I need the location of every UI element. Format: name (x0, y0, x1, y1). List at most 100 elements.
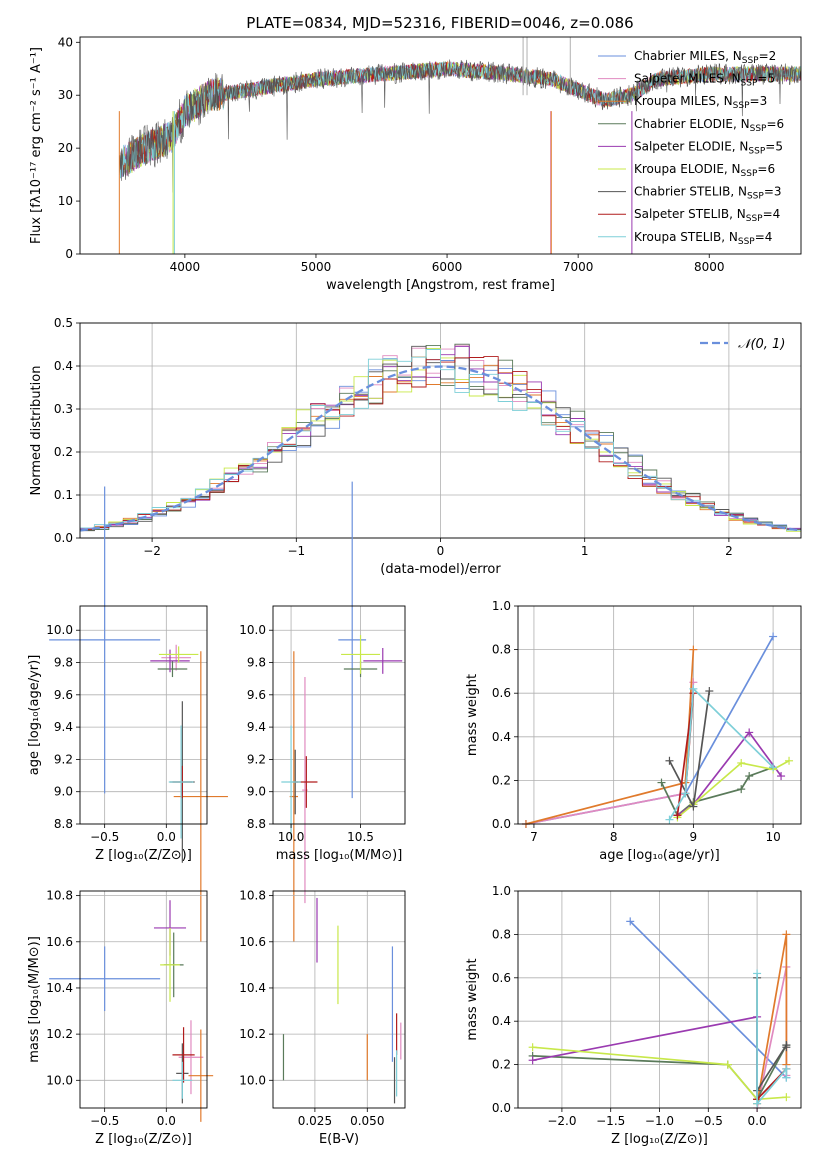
y-tick-label: 1.0 (492, 884, 511, 898)
legend-label-value: =4 (763, 207, 781, 221)
y-tick-label: 0.1 (54, 488, 73, 502)
y-tick-label: 10 (58, 194, 73, 208)
x-tick-label: 7 (530, 830, 538, 844)
y-tick-label: 0.2 (492, 1058, 511, 1072)
legend-label: Chabrier ELODIE, NSSP=6 (634, 117, 784, 134)
y-tick-label: 0.5 (54, 316, 73, 330)
plot-area (528, 917, 791, 1112)
legend-label-subscript: SSP (741, 79, 758, 89)
legend-label-text: Kroupa MILES, N (634, 94, 733, 108)
y-tick-label: 1.0 (492, 599, 511, 613)
y-tick-label: 0 (65, 247, 73, 261)
y-tick-label: 9.2 (247, 752, 266, 766)
x-tick-label: 1 (581, 544, 589, 558)
axes-frame (79, 890, 208, 1109)
y-tick-label: 9.4 (247, 720, 266, 734)
axes-frame (272, 605, 406, 825)
legend-label-value: =2 (759, 49, 777, 63)
axes-frame (79, 322, 802, 539)
legend-label: Kroupa MILES, NSSP=3 (634, 94, 767, 111)
legend-label-text: Chabrier STELIB, N (634, 185, 747, 199)
x-axis-label: age [log₁₀(age/yr)] (599, 848, 720, 863)
legend-label-subscript: SSP (738, 237, 755, 247)
x-axis-label: Z [log₁₀(Z/Z⊙)] (95, 1132, 192, 1147)
mass-weight-line-0 (629, 920, 788, 1079)
mass-weight-line-4 (676, 730, 782, 817)
plot-area (49, 900, 214, 1122)
legend-label-text: Kroupa STELIB, N (634, 230, 738, 244)
y-axis-label: age [log₁₀(age/yr)] (27, 655, 42, 776)
panel-0: 4000 5000 6000 7000 8000 0 10 20 30 40 wavelength … (29, 35, 802, 293)
y-tick-label: 10.0 (239, 623, 266, 637)
histogram-step-8 (80, 349, 801, 531)
y-tick-label: 0.0 (54, 531, 73, 545)
legend-label-subscript: SSP (748, 146, 765, 156)
plot-area (282, 897, 402, 1104)
legend-label-subscript: SSP (742, 56, 759, 66)
plot-area (118, 37, 801, 254)
y-tick-label: 8.8 (247, 817, 266, 831)
x-tick-label: 0.025 (298, 1114, 332, 1128)
mass-weight-line-8 (668, 686, 774, 821)
y-tick-label: 0.4 (54, 359, 73, 373)
panel-4: 7 8 9 10 0.0 0.2 0.4 0.6 0.8 1.0 age [log₁₀(age/yr… (465, 599, 802, 863)
legend-label-text: Salpeter ELODIE, N (634, 139, 748, 153)
legend-label-subscript: SSP (750, 124, 767, 134)
legend-label: Salpeter STELIB, NSSP=4 (634, 207, 780, 224)
x-tick-label: 2 (725, 544, 733, 558)
legend-label-value: =5 (757, 72, 775, 86)
legend-label-subscript: SSP (747, 192, 764, 202)
y-tick-label: 9.6 (247, 688, 266, 702)
mass-weight-line-8 (756, 973, 788, 1107)
x-tick-label: 0.050 (350, 1114, 384, 1128)
y-tick-label: 10.0 (46, 623, 73, 637)
legend-label-subscript: SSP (741, 169, 758, 179)
y-tick-label: 10.0 (46, 1073, 73, 1087)
legend-label-value: =6 (766, 117, 784, 131)
x-axis-label: Z [log₁₀(Z/Z⊙)] (611, 1132, 708, 1147)
panel-3: 10.0 10.5 8.8 9.0 9.2 9.4 9.6 9.8 10.0 mass [log₁… (239, 481, 406, 942)
y-axis-label: mass weight (465, 958, 480, 1040)
y-tick-label: 9.8 (54, 656, 73, 670)
legend-label-value: =4 (755, 230, 773, 244)
x-tick-label: −2 (143, 544, 161, 558)
y-tick-label: 40 (58, 35, 73, 49)
y-tick-label: 9.0 (247, 785, 266, 799)
axes-frame (517, 605, 802, 825)
x-tick-label: 0.0 (157, 1114, 176, 1128)
y-axis-label: mass [log₁₀(M/M⊙)] (27, 936, 42, 1063)
panel-1: −2 −1 0 1 2 0.0 0.1 0.2 0.3 0.4 0.5 (data-model)/er… (29, 316, 802, 577)
y-tick-label: 10.6 (46, 935, 73, 949)
y-tick-label: 10.4 (239, 981, 266, 995)
legend-label-value: =6 (757, 162, 775, 176)
y-tick-label: 10.6 (239, 935, 266, 949)
axes-frame (79, 605, 208, 825)
plot-area (521, 632, 794, 828)
mass-weight-line-5 (532, 1046, 787, 1101)
x-axis-label: Z [log₁₀(Z/Z⊙)] (95, 848, 192, 863)
y-tick-label: 0.4 (492, 730, 511, 744)
y-tick-label: 8.8 (54, 817, 73, 831)
y-tick-label: 0.4 (492, 1014, 511, 1028)
legend-label: Kroupa STELIB, NSSP=4 (634, 230, 772, 247)
x-tick-label: 9 (690, 830, 698, 844)
y-tick-label: 20 (58, 141, 73, 155)
normal-reference-curve (79, 365, 802, 532)
y-tick-label: 10.4 (46, 981, 73, 995)
y-tick-label: 0.6 (492, 686, 511, 700)
x-tick-label: 0.0 (748, 1114, 767, 1128)
plot-area (79, 343, 802, 532)
y-tick-label: 0.6 (492, 971, 511, 985)
x-tick-label: 0.0 (157, 830, 176, 844)
plot-area (281, 481, 403, 942)
x-tick-label: 8 (610, 830, 618, 844)
figure-title: PLATE=0834, MJD=52316, FIBERID=0046, z=0… (246, 14, 633, 32)
spectrum-line-6 (119, 59, 801, 193)
x-tick-label: −0.5 (90, 1114, 119, 1128)
y-tick-label: 10.8 (239, 889, 266, 903)
histogram-step-6 (80, 345, 801, 532)
y-tick-label: 0.0 (492, 817, 511, 831)
